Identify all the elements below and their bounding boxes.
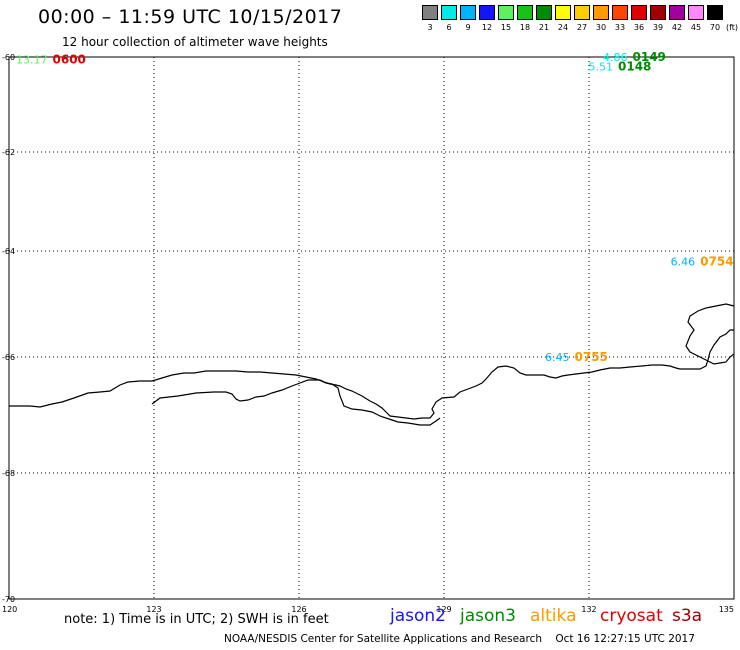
- scale-label: 6: [446, 23, 452, 32]
- scale-swatch: [479, 5, 495, 20]
- observation: 6.46 0754: [671, 255, 734, 269]
- longitude-label: 120: [2, 605, 17, 614]
- satellite-legend-item: jason2: [390, 606, 446, 626]
- credit-text: NOAA/NESDIS Center for Satellite Applica…: [224, 633, 542, 645]
- scale-swatch: [650, 5, 666, 20]
- scale-swatch: [707, 5, 723, 20]
- footer-credit: NOAA/NESDIS Center for Satellite Applica…: [224, 633, 695, 645]
- observation: 6.45 0755: [545, 350, 608, 364]
- scale-label: 42: [671, 23, 683, 32]
- antarctic-coastline: [9, 329, 734, 420]
- wave-height-value: 13.17: [16, 53, 48, 66]
- scale-label: 45: [690, 23, 702, 32]
- scale-label: 12: [481, 23, 493, 32]
- wave-height-value: 6.45: [545, 351, 570, 364]
- satellite-legend-item: altika: [530, 606, 577, 626]
- scale-swatch: [688, 5, 704, 20]
- scale-swatch: [555, 5, 571, 20]
- scale-swatch: [593, 5, 609, 20]
- scale-swatch: [536, 5, 552, 20]
- scale-label: 24: [557, 23, 569, 32]
- scale-label: 36: [633, 23, 645, 32]
- scale-label: 33: [614, 23, 626, 32]
- coastline-inlet: [151, 379, 441, 426]
- scale-swatch: [422, 5, 438, 20]
- footer-note: note: 1) Time is in UTC; 2) SWH is in fe…: [64, 612, 329, 627]
- scale-label: 27: [576, 23, 588, 32]
- longitude-label: 126: [291, 605, 306, 614]
- scale-label: 3: [427, 23, 433, 32]
- scale-label: 9: [465, 23, 471, 32]
- coastline-east-bay: [685, 303, 735, 365]
- observation: 5.51 0148: [589, 60, 652, 74]
- scale-swatch: [517, 5, 533, 20]
- observation: 13.17 0600: [16, 52, 86, 66]
- credit-timestamp: Oct 16 12:27:15 UTC 2017: [555, 633, 695, 645]
- observation-time: 0755: [575, 350, 608, 364]
- scale-label: 70: [709, 23, 721, 32]
- scale-unit: (ft): [725, 23, 739, 32]
- scale-label: 18: [519, 23, 531, 32]
- scale-swatch: [631, 5, 647, 20]
- longitude-label: 132: [581, 605, 596, 614]
- scale-swatch: [574, 5, 590, 20]
- observation-time: 0149: [633, 50, 666, 64]
- scale-swatch: [460, 5, 476, 20]
- longitude-label: 129: [436, 605, 451, 614]
- scale-swatch: [612, 5, 628, 20]
- longitude-label: 123: [146, 605, 161, 614]
- scale-swatch: [498, 5, 514, 20]
- chart-subtitle: 12 hour collection of altimeter wave hei…: [62, 35, 328, 49]
- map-frame: [8, 56, 735, 600]
- scale-label: 21: [538, 23, 550, 32]
- wave-height-value: 5.51: [589, 61, 614, 74]
- satellite-legend-item: s3a: [672, 606, 703, 626]
- observation-time: 0148: [618, 60, 651, 74]
- satellite-legend-item: cryosat: [600, 606, 663, 626]
- wave-height-value: 6.46: [671, 256, 696, 269]
- observation-time: 0754: [700, 255, 733, 269]
- scale-label: 39: [652, 23, 664, 32]
- scale-swatch: [441, 5, 457, 20]
- scale-label: 15: [500, 23, 512, 32]
- wave-height-value: 4.86: [603, 51, 628, 64]
- satellite-legend-item: jason3: [460, 606, 516, 626]
- observation: 4.86 0149: [603, 50, 666, 64]
- observation-labels: 13.17 0600 4.86 0149 5.51 0148 6.46 0754 6.45 075…: [16, 50, 734, 364]
- longitude-label: 135: [719, 605, 734, 614]
- scale-label: 30: [595, 23, 607, 32]
- observation-time: 0600: [53, 52, 86, 66]
- scale-swatch: [669, 5, 685, 20]
- chart-title: 00:00 – 11:59 UTC 10/15/2017: [38, 6, 343, 28]
